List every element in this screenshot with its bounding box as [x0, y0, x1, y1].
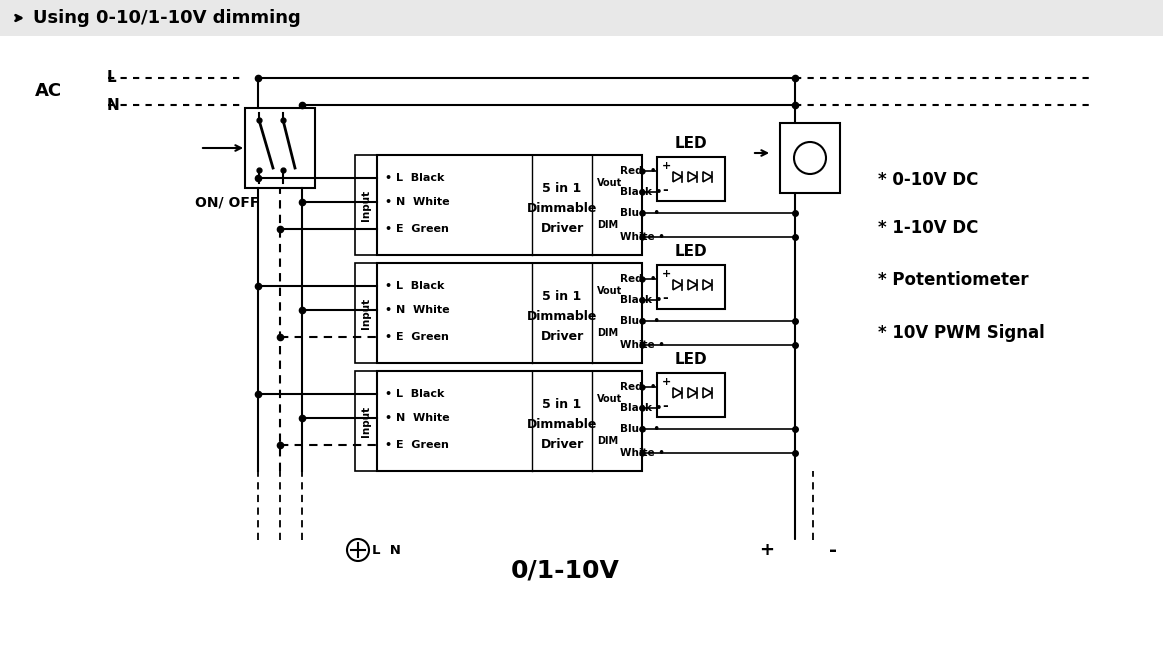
- Text: * 1-10V DC: * 1-10V DC: [878, 219, 978, 237]
- Text: Red  •: Red •: [620, 166, 656, 176]
- Text: Black •: Black •: [620, 295, 662, 305]
- Text: • N  White: • N White: [385, 305, 450, 315]
- Text: L: L: [107, 71, 116, 86]
- Text: L  N: L N: [372, 544, 401, 557]
- Text: +: +: [662, 376, 671, 387]
- Text: White •: White •: [620, 232, 665, 242]
- Text: 5 in 1: 5 in 1: [542, 397, 582, 410]
- Text: +: +: [662, 161, 671, 171]
- Text: DIM: DIM: [597, 436, 618, 446]
- Text: LED: LED: [675, 135, 707, 150]
- Text: Blue  •: Blue •: [620, 208, 659, 218]
- Bar: [377, 155, 642, 255]
- Bar: [355, 371, 377, 471]
- Bar: [780, 123, 840, 193]
- Bar: [377, 263, 642, 363]
- Text: DIM: DIM: [597, 328, 618, 338]
- Text: Red  •: Red •: [620, 382, 656, 392]
- Text: Driver: Driver: [541, 222, 584, 235]
- Text: +: +: [662, 269, 671, 279]
- Text: Dimmable: Dimmable: [527, 310, 597, 323]
- Text: +: +: [759, 541, 775, 559]
- Text: 0/1-10V: 0/1-10V: [511, 558, 620, 582]
- Text: • E  Green: • E Green: [385, 332, 449, 342]
- Bar: [245, 108, 315, 188]
- Text: Vout: Vout: [597, 286, 622, 296]
- Text: * 10V PWM Signal: * 10V PWM Signal: [878, 324, 1044, 342]
- Text: White •: White •: [620, 448, 665, 458]
- Text: 5 in 1: 5 in 1: [542, 181, 582, 194]
- Text: Driver: Driver: [541, 329, 584, 343]
- Text: • N  White: • N White: [385, 197, 450, 207]
- Text: • L  Black: • L Black: [385, 281, 444, 291]
- Text: -: -: [662, 183, 668, 197]
- Text: White •: White •: [620, 340, 665, 350]
- Text: Black •: Black •: [620, 403, 662, 413]
- Text: Black •: Black •: [620, 187, 662, 197]
- Text: Blue  •: Blue •: [620, 424, 659, 434]
- Text: N: N: [107, 97, 120, 113]
- Bar: [355, 155, 377, 255]
- Text: • L  Black: • L Black: [385, 389, 444, 399]
- Text: • L  Black: • L Black: [385, 173, 444, 183]
- Text: 5 in 1: 5 in 1: [542, 290, 582, 303]
- Text: Vout: Vout: [597, 394, 622, 404]
- Bar: [657, 265, 725, 309]
- Text: • E  Green: • E Green: [385, 440, 449, 450]
- Text: -: -: [829, 540, 837, 559]
- Text: ON/ OFF: ON/ OFF: [195, 196, 259, 210]
- Text: * 0-10V DC: * 0-10V DC: [878, 171, 978, 189]
- Text: Input: Input: [361, 297, 371, 329]
- Text: Vout: Vout: [597, 178, 622, 188]
- Text: -: -: [662, 291, 668, 305]
- Text: -: -: [662, 399, 668, 413]
- Text: Red  •: Red •: [620, 274, 656, 284]
- Text: • N  White: • N White: [385, 413, 450, 423]
- Text: LED: LED: [675, 351, 707, 367]
- Text: LED: LED: [675, 244, 707, 259]
- Text: Blue  •: Blue •: [620, 316, 659, 326]
- Text: Dimmable: Dimmable: [527, 417, 597, 430]
- Bar: [355, 263, 377, 363]
- Circle shape: [794, 142, 826, 174]
- Text: AC: AC: [35, 82, 62, 100]
- Text: DIM: DIM: [597, 220, 618, 230]
- Bar: [657, 157, 725, 201]
- Text: Input: Input: [361, 406, 371, 437]
- Text: Driver: Driver: [541, 437, 584, 450]
- Bar: [657, 373, 725, 417]
- Text: • E  Green: • E Green: [385, 224, 449, 234]
- Bar: [377, 371, 642, 471]
- Text: Input: Input: [361, 189, 371, 220]
- Text: Dimmable: Dimmable: [527, 202, 597, 214]
- Text: * Potentiometer: * Potentiometer: [878, 271, 1028, 289]
- Text: Using 0-10/1-10V dimming: Using 0-10/1-10V dimming: [33, 9, 301, 27]
- Bar: [0, 0, 1163, 36]
